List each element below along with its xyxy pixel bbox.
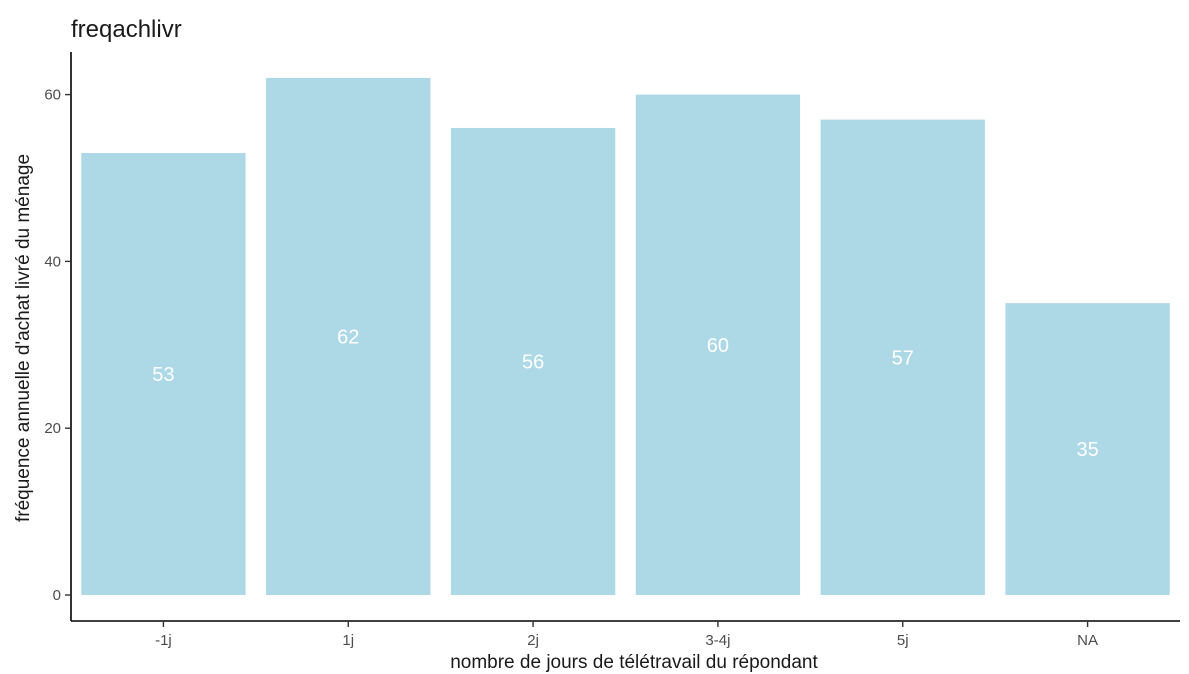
x-tick-label: NA — [1077, 632, 1098, 649]
x-tick-label: 2j — [527, 632, 539, 649]
bar-value-label: 35 — [1076, 439, 1098, 461]
x-tick-label: 5j — [897, 632, 909, 649]
bar-3-4j — [635, 94, 801, 595]
bar-labels-group: 53 62 56 60 57 35 — [152, 326, 1098, 461]
bar-1j — [266, 77, 431, 596]
bar-value-label: 53 — [152, 364, 174, 386]
y-tick-label: 60 — [44, 87, 61, 104]
bar-5j — [820, 119, 985, 596]
y-tick-label: 40 — [44, 253, 61, 270]
bars-group — [81, 77, 1170, 596]
bar-NA — [1005, 303, 1170, 595]
bar-value-label: 62 — [337, 326, 359, 348]
bar-value-label: 57 — [892, 347, 914, 369]
x-tick-label: -1j — [155, 632, 172, 649]
y-tick-label: 0 — [53, 587, 61, 604]
y-tick-label: 20 — [44, 420, 61, 437]
x-tick-label: 3-4j — [705, 632, 730, 649]
bar--1j — [81, 152, 246, 596]
x-tick-label: 1j — [342, 632, 354, 649]
bar-2j — [450, 127, 616, 596]
chart-title: freqachlivr — [71, 16, 182, 43]
bar-value-label: 60 — [707, 335, 729, 357]
x-axis-ticks: -1j 1j 2j 3-4j 5j NA — [155, 621, 1098, 649]
y-axis-title: fréquence annuelle d'achat livré du ména… — [13, 154, 34, 522]
y-axis-ticks: 0 20 40 60 — [44, 87, 71, 604]
x-axis-title: nombre de jours de télétravail du répond… — [450, 652, 818, 673]
bar-value-label: 56 — [522, 351, 544, 373]
